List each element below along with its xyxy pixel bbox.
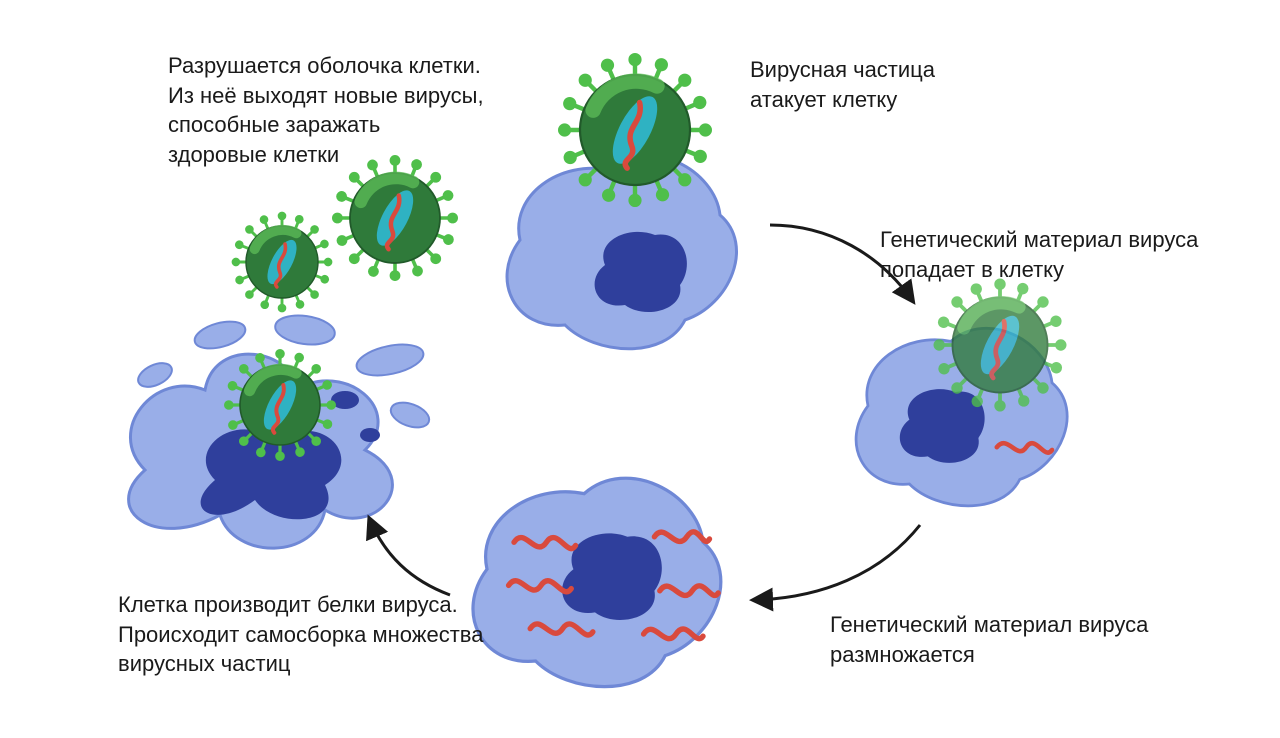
- label-step4: Клетка производит белки вируса. Происход…: [118, 590, 483, 679]
- stage3-cell: [473, 478, 721, 686]
- virus-attacking: [560, 55, 710, 205]
- arrow-stage2-stage3: [755, 525, 920, 600]
- virus-in-destroyed: [226, 351, 335, 460]
- label-step5: Разрушается оболочка клетки. Из неё выхо…: [168, 51, 484, 170]
- virus-released-2: [233, 213, 331, 311]
- label-step3: Генетический материал вируса размножаетс…: [830, 610, 1148, 669]
- stage1-cell: [507, 156, 736, 349]
- label-step2: Генетический материал вируса попадает в …: [880, 225, 1198, 284]
- diagram-canvas: Вирусная частица атакует клетку Генетиче…: [0, 0, 1280, 738]
- arrow-stage3-stage4: [370, 520, 450, 595]
- virus-entering: [935, 280, 1064, 409]
- label-step1: Вирусная частица атакует клетку: [750, 55, 935, 114]
- virus-released-1: [334, 157, 456, 279]
